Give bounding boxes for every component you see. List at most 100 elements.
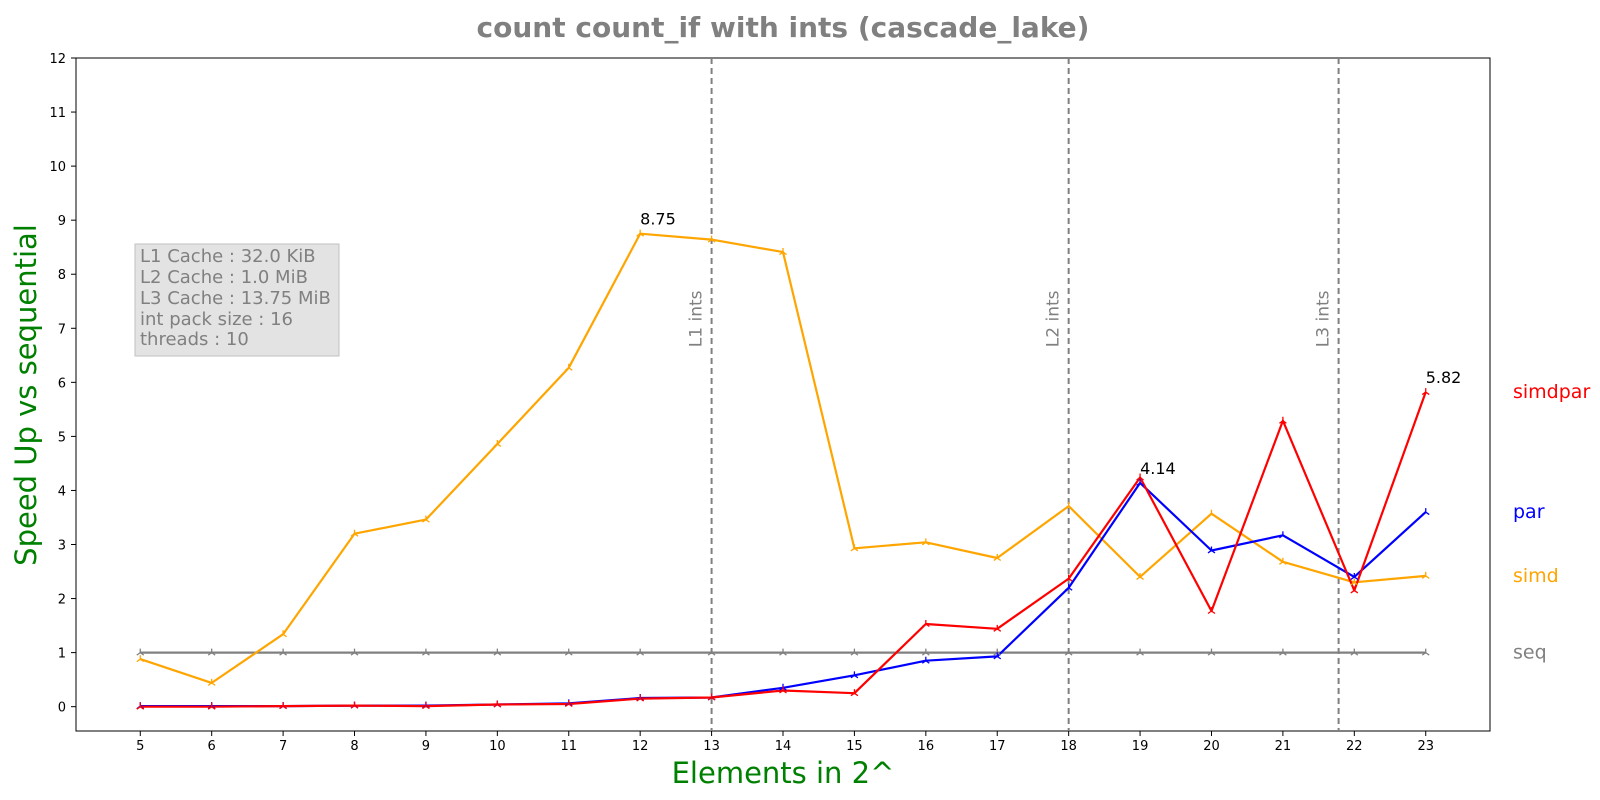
peak-annotations: 8.75 4.14 5.82	[640, 210, 1461, 478]
data-point-par	[1421, 508, 1430, 516]
data-point-seq	[1279, 648, 1287, 656]
x-tick-label: 9	[422, 739, 430, 754]
x-tick-label: 20	[1203, 739, 1220, 754]
data-point-simd	[993, 554, 1002, 562]
data-point-seq	[279, 648, 287, 656]
data-point-simdpar	[850, 689, 859, 697]
x-tick-label: 16	[918, 739, 935, 754]
x-tick-label: 17	[989, 739, 1006, 754]
data-point-par	[1136, 478, 1144, 486]
data-point-simd	[493, 439, 502, 447]
data-point-simd	[279, 630, 287, 638]
data-point-seq	[136, 648, 145, 656]
data-label-annotation: 4.14	[1140, 459, 1176, 478]
y-tick-label: 1	[58, 647, 66, 662]
info-line-pack-size: int pack size : 16	[140, 309, 293, 330]
data-point-simdpar	[779, 686, 787, 694]
x-tick-label: 6	[208, 739, 216, 754]
data-point-simdpar	[636, 694, 645, 702]
y-tick-label: 0	[58, 701, 66, 716]
chart-title: count count_if with ints (cascade_lake)	[477, 11, 1090, 44]
data-point-simdpar	[1421, 388, 1430, 396]
data-point-simdpar	[136, 702, 145, 710]
y-tick-label: 9	[58, 214, 66, 229]
legend-entry-simdpar: simdpar	[1513, 381, 1590, 403]
data-point-seq	[207, 648, 216, 656]
x-axis-label: Elements in 2^	[672, 756, 895, 790]
x-tick-label: 18	[1060, 739, 1077, 754]
y-tick-label: 2	[58, 593, 66, 608]
y-tick-label: 10	[49, 160, 66, 175]
data-point-seq	[564, 648, 573, 656]
legend-entry-simd: simd	[1513, 565, 1559, 587]
data-point-par	[993, 652, 1002, 660]
data-point-seq	[707, 648, 716, 656]
x-axis-ticks: 5 6 7 8 9 10 11 12 13 14 15 16 17 18 19 20 21 22 23	[136, 731, 1434, 754]
legend-entry-seq: seq	[1513, 642, 1547, 664]
x-tick-label: 12	[632, 739, 649, 754]
data-point-seq	[493, 648, 502, 656]
y-tick-label: 11	[49, 106, 66, 121]
data-point-simdpar	[1064, 574, 1073, 582]
y-tick-label: 7	[58, 322, 66, 337]
y-tick-label: 5	[58, 430, 66, 445]
info-line-l1: L1 Cache : 32.0 KiB	[140, 246, 316, 267]
x-tick-label: 21	[1275, 739, 1292, 754]
data-point-simd	[422, 515, 430, 523]
info-line-l2: L2 Cache : 1.0 MiB	[140, 267, 308, 288]
data-point-simd	[1136, 572, 1144, 580]
legend-entry-par: par	[1513, 501, 1545, 523]
info-box-background	[134, 243, 340, 357]
cache-boundary-label: L3 ints	[1314, 290, 1334, 347]
data-point-simdpar	[1207, 606, 1216, 615]
data-point-par	[1207, 546, 1216, 554]
data-point-par	[921, 656, 930, 664]
cache-boundary-label: L2 ints	[1044, 290, 1064, 347]
x-tick-label: 23	[1417, 739, 1434, 754]
cache-info-box: L1 Cache : 32.0 KiB L2 Cache : 1.0 MiB L…	[134, 243, 340, 357]
cache-boundary-label: L1 ints	[687, 290, 707, 347]
series-line-simdpar	[140, 391, 1427, 708]
data-point-simd	[1350, 578, 1359, 586]
x-tick-label: 13	[703, 739, 720, 754]
data-point-simdpar	[921, 619, 930, 627]
data-point-simdpar	[564, 699, 573, 708]
y-axis-label: Speed Up vs sequential	[9, 224, 43, 566]
x-tick-label: 10	[489, 739, 506, 754]
info-line-threads: threads : 10	[140, 329, 249, 350]
series-line-par	[140, 481, 1427, 708]
data-point-simdpar	[1279, 416, 1287, 424]
data-point-simd	[779, 248, 787, 256]
data-point-simdpar	[350, 701, 359, 709]
x-tick-label: 7	[279, 739, 287, 754]
data-point-seq	[1207, 648, 1216, 656]
data-point-simdpar	[279, 702, 287, 710]
data-point-seq	[850, 648, 859, 656]
data-point-seq	[1350, 648, 1359, 656]
x-tick-label: 22	[1346, 739, 1363, 754]
y-tick-label: 8	[58, 268, 66, 283]
x-tick-label: 8	[350, 739, 358, 754]
x-tick-label: 15	[846, 739, 863, 754]
y-tick-label: 6	[58, 376, 66, 391]
y-tick-label: 3	[58, 539, 66, 554]
data-label-annotation: 5.82	[1426, 368, 1462, 387]
data-point-simdpar	[707, 693, 716, 701]
plot-area-frame	[75, 57, 1491, 732]
data-point-par	[1064, 583, 1073, 591]
data-point-simd	[350, 529, 359, 537]
data-point-simd	[850, 544, 859, 552]
data-point-seq	[636, 648, 645, 656]
data-point-simd	[1064, 502, 1073, 510]
cache-boundary-lines: L1 ints L2 ints L3 ints	[687, 58, 1340, 731]
y-tick-label: 4	[58, 484, 66, 499]
data-point-simd	[921, 538, 930, 546]
data-point-par	[1279, 531, 1287, 539]
data-point-seq	[1064, 648, 1073, 656]
data-point-seq	[422, 648, 430, 656]
data-point-simdpar	[422, 702, 430, 710]
data-point-simd	[207, 678, 216, 686]
x-tick-label: 19	[1132, 739, 1149, 754]
